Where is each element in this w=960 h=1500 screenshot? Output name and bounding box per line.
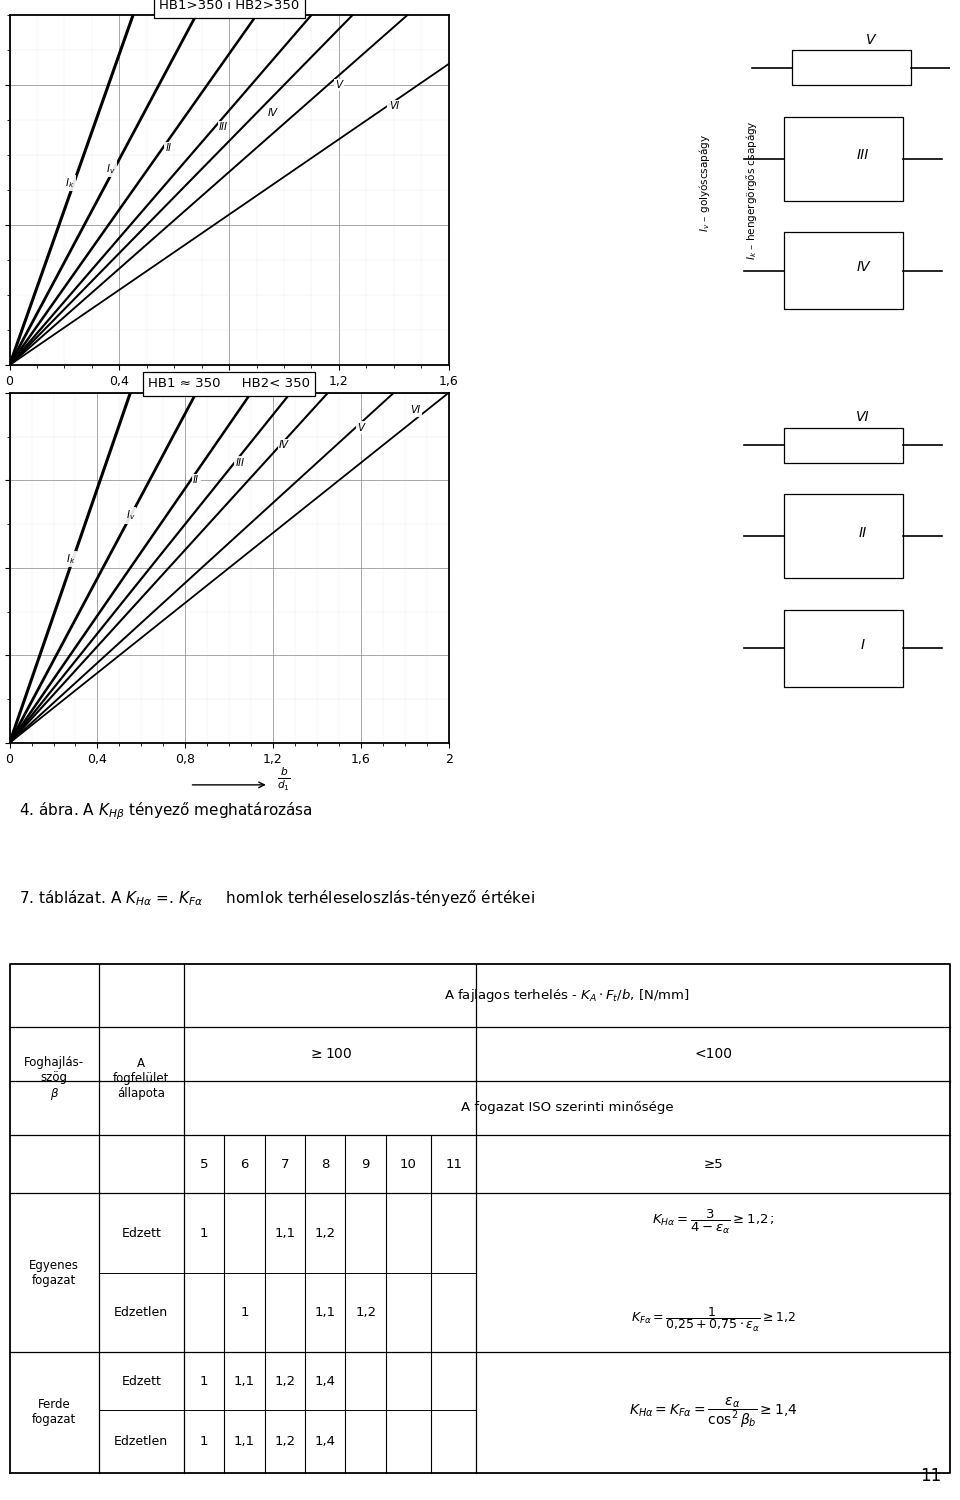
Text: 1: 1 [200,1227,208,1239]
Text: Egyenes
fogazat: Egyenes fogazat [30,1258,80,1287]
Text: <100: <100 [694,1047,732,1060]
Text: III: III [219,122,228,132]
Text: IV: IV [279,441,289,450]
Bar [783,495,902,579]
Text: Ferde
fogazat: Ferde fogazat [33,1398,77,1426]
Text: 11: 11 [920,1467,941,1485]
Text: IV: IV [268,108,278,118]
Title: HB1 ≈ 350     HB2< 350: HB1 ≈ 350 HB2< 350 [148,376,310,390]
Text: Edzetlen: Edzetlen [114,1306,168,1318]
Text: $I_v$ – golyóscsapágy: $I_v$ – golyóscsapágy [697,134,711,232]
Text: $\frac{b}{d_1}$: $\frac{b}{d_1}$ [290,388,303,416]
Text: 1,1: 1,1 [234,1436,255,1448]
Text: 1,1: 1,1 [315,1306,336,1318]
Text: V: V [357,423,365,433]
Text: III: III [857,148,869,162]
Text: $\frac{b}{d_1}$: $\frac{b}{d_1}$ [277,765,291,794]
Text: V: V [335,80,343,90]
Text: 1,4: 1,4 [315,1374,336,1388]
Text: ≥5: ≥5 [704,1158,723,1170]
Text: 7: 7 [280,1158,289,1170]
Text: V: V [866,33,876,46]
Text: II: II [859,526,867,540]
Text: VI: VI [389,100,398,111]
Text: 5: 5 [200,1158,208,1170]
Text: $I_k$ – hengergörgős csapágy: $I_k$ – hengergörgős csapágy [744,120,759,260]
Text: A
fogfelület
állapota: A fogfelület állapota [113,1058,170,1100]
Text: Edzett: Edzett [121,1374,161,1388]
Text: 1,2: 1,2 [315,1227,336,1239]
Title: HB1>350 i HB2>350: HB1>350 i HB2>350 [159,0,300,12]
Text: $I_k$: $I_k$ [66,552,76,566]
Text: 1: 1 [240,1306,249,1318]
Text: VI: VI [856,411,870,424]
Text: 7. táblázat. A $K_{H\alpha}$ =. $K_{F\alpha}$     homlok terhéleseloszlás-tényez: 7. táblázat. A $K_{H\alpha}$ =. $K_{F\al… [19,888,535,908]
Text: 1,1: 1,1 [234,1374,255,1388]
Text: 1: 1 [200,1436,208,1448]
Bar [783,610,902,687]
Text: VI: VI [411,405,420,416]
Text: 1,2: 1,2 [355,1306,376,1318]
Text: $\geq$100: $\geq$100 [308,1047,352,1060]
Bar [783,117,902,201]
Text: $I_v$: $I_v$ [126,509,135,522]
Text: Edzetlen: Edzetlen [114,1436,168,1448]
Text: 4. ábra. A $K_{H\beta}$ tényező meghatározása: 4. ábra. A $K_{H\beta}$ tényező meghatár… [19,800,313,822]
Bar [791,50,911,86]
Text: 1,2: 1,2 [275,1436,296,1448]
Text: $I_v$: $I_v$ [107,162,116,176]
Text: III: III [235,458,245,468]
Text: 1,1: 1,1 [275,1227,296,1239]
Text: IV: IV [856,260,870,274]
Text: $K_{H\alpha} = K_{F\alpha} = \dfrac{\varepsilon_\alpha}{\cos^2 \beta_b} \geq 1{,: $K_{H\alpha} = K_{F\alpha} = \dfrac{\var… [629,1395,798,1429]
Text: Foghajlás-
szög
$\beta$: Foghajlás- szög $\beta$ [24,1056,84,1102]
Text: 6: 6 [240,1158,249,1170]
Text: II: II [166,142,172,153]
Text: $K_{H\alpha} = \dfrac{3}{4 - \varepsilon_\alpha} \geq 1{,}2\,;$: $K_{H\alpha} = \dfrac{3}{4 - \varepsilon… [652,1208,775,1236]
Text: A fogazat ISO szerinti minősége: A fogazat ISO szerinti minősége [461,1101,673,1114]
Text: 10: 10 [400,1158,417,1170]
Bar [783,427,902,464]
Text: I: I [861,638,865,652]
Bar [783,232,902,309]
Text: A fajlagos terhelés - $K_A \cdot F_t/b$, [N/mm]: A fajlagos terhelés - $K_A \cdot F_t/b$,… [444,987,690,1004]
Text: 9: 9 [362,1158,370,1170]
Text: Edzett: Edzett [121,1227,161,1239]
Text: $I_k$: $I_k$ [65,176,75,190]
Text: 1,4: 1,4 [315,1436,336,1448]
Text: $K_{F\alpha} = \dfrac{1}{0{,}25 + 0{,}75 \cdot \varepsilon_\alpha} \geq 1{,}2$: $K_{F\alpha} = \dfrac{1}{0{,}25 + 0{,}75… [631,1305,796,1334]
Text: 1,2: 1,2 [275,1374,296,1388]
Text: 8: 8 [321,1158,329,1170]
Text: II: II [193,476,199,486]
Text: 1: 1 [200,1374,208,1388]
Text: 11: 11 [445,1158,462,1170]
